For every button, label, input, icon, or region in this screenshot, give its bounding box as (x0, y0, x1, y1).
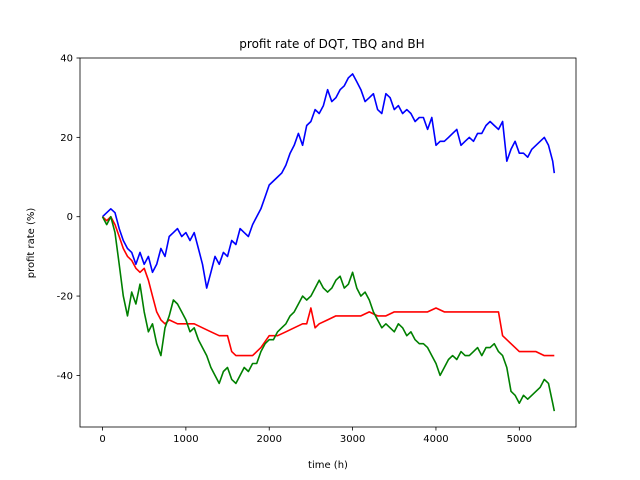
x-tick-label: 3000 (340, 434, 365, 445)
y-axis-label: profit rate (%) (26, 208, 37, 279)
y-tick-label: -40 (57, 371, 73, 382)
y-axis: -40 -20 0 20 40 (57, 54, 80, 382)
y-tick-label: -20 (57, 292, 73, 303)
x-tick-label: 4000 (423, 434, 448, 445)
x-axis: 0 1000 2000 3000 4000 5000 (99, 427, 532, 445)
x-axis-label: time (h) (308, 460, 348, 471)
y-tick-label: 40 (60, 54, 73, 65)
series-layer (101, 73, 556, 412)
x-tick-label: 0 (99, 434, 105, 445)
x-tick-label: 5000 (507, 434, 532, 445)
chart-title: profit rate of DQT, TBQ and BH (239, 37, 424, 51)
y-tick-label: 0 (67, 212, 73, 223)
x-tick-label: 1000 (173, 434, 198, 445)
series-line-2 (101, 215, 555, 357)
series-line-3 (101, 215, 556, 412)
series-line-1 (101, 73, 556, 289)
plot-frame (79, 57, 577, 428)
y-tick-label: 20 (60, 133, 73, 144)
x-tick-label: 2000 (257, 434, 282, 445)
